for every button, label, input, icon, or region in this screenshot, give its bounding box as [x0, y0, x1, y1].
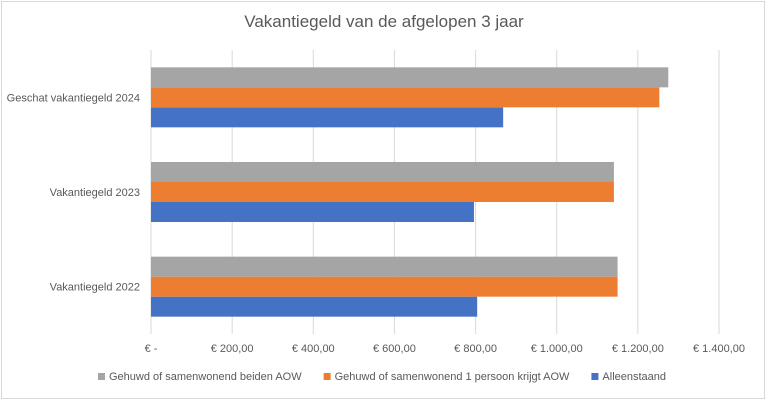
x-tick-label: € -: [145, 343, 158, 355]
bar: [151, 87, 660, 108]
x-tick-label: € 1.000,00: [531, 343, 583, 355]
x-tick-label: € 200,00: [211, 343, 254, 355]
x-tick-label: € 1.200,00: [612, 343, 664, 355]
legend-label: Gehuwd of samenwonend 1 persoon krijgt A…: [335, 371, 570, 383]
bar: [151, 107, 504, 128]
legend-swatch: [98, 373, 105, 380]
legend-swatch: [323, 373, 331, 380]
legend-label: Gehuwd of samenwonend beiden AOW: [109, 371, 302, 383]
x-tick-label: € 600,00: [373, 343, 416, 355]
legend-swatch: [591, 373, 599, 380]
bar: [151, 296, 478, 317]
category-label: Vakantiegeld 2022: [50, 282, 140, 294]
legend-label: Alleenstaand: [602, 371, 666, 383]
x-tick-label: € 400,00: [292, 343, 335, 355]
bar: [151, 256, 618, 277]
x-tick-label: € 1.400,00: [693, 343, 745, 355]
x-tick-label: € 800,00: [454, 343, 497, 355]
bar: [151, 276, 618, 297]
bar: [151, 202, 474, 222]
bar: [151, 182, 614, 202]
category-label: Geschat vakantiegeld 2024: [7, 92, 140, 104]
bar: [151, 67, 669, 88]
category-label: Vakantiegeld 2023: [50, 187, 140, 199]
bar: [151, 162, 614, 182]
chart-title: Vakantiegeld van de afgelopen 3 jaar: [244, 12, 524, 31]
